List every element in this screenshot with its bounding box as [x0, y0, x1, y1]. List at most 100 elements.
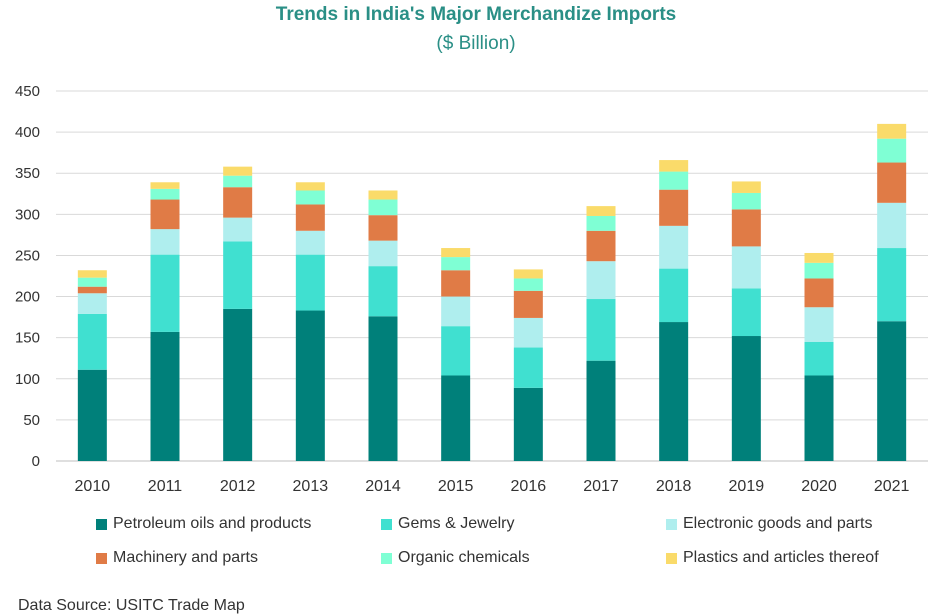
legend-label: Plastics and articles thereof	[683, 549, 879, 566]
bar-stack-2010	[77, 270, 107, 461]
bar-stack-2011	[150, 182, 180, 461]
bar-segment-2014-4	[368, 199, 398, 216]
bar-segment-2013-1	[295, 254, 325, 311]
bar-segment-2019-4	[731, 192, 761, 210]
x-tick-label: 2014	[365, 478, 401, 495]
bar-segment-2020-1	[804, 341, 834, 376]
bar-segment-2018-5	[659, 160, 689, 172]
bar-segment-2019-0	[731, 336, 761, 461]
legend-item: Petroleum oils and products	[96, 515, 311, 533]
bar-segment-2011-3	[150, 199, 180, 230]
bar-stack-2013	[295, 182, 325, 461]
x-tick-label: 2016	[511, 478, 547, 495]
bar-segment-2011-4	[150, 188, 180, 200]
bar-segment-2017-1	[586, 299, 616, 361]
bar-segment-2016-5	[513, 269, 543, 279]
chart-title: Trends in India's Major Merchandize Impo…	[275, 4, 677, 25]
legend-swatch	[381, 552, 392, 564]
x-tick-label: 2017	[583, 478, 619, 495]
legend-label: Gems & Jewelry	[398, 515, 515, 532]
bar-stack-2012	[223, 166, 253, 461]
bar-segment-2010-4	[77, 277, 107, 287]
bar-segment-2017-0	[586, 360, 616, 461]
x-tick-label: 2010	[75, 478, 111, 495]
bar-segment-2014-5	[368, 190, 398, 200]
bar-segment-2014-0	[368, 316, 398, 461]
bar-segment-2015-0	[441, 375, 471, 461]
bar-segment-2021-1	[877, 248, 907, 322]
bar-segment-2017-2	[586, 261, 616, 300]
y-tick-label: 400	[15, 124, 40, 141]
bar-segment-2019-3	[731, 209, 761, 247]
legend-item: Gems & Jewelry	[381, 515, 514, 533]
bar-segment-2012-0	[223, 308, 253, 461]
bar-segment-2015-3	[441, 270, 471, 297]
bar-stack-2017	[586, 206, 616, 461]
bars	[77, 123, 907, 461]
y-tick-label: 200	[15, 289, 40, 306]
bar-segment-2021-0	[877, 321, 907, 461]
y-tick-label: 450	[15, 83, 40, 100]
legend-label: Petroleum oils and products	[113, 515, 312, 532]
bar-segment-2020-3	[804, 278, 834, 308]
legend-swatch	[666, 552, 677, 564]
bar-segment-2019-2	[731, 246, 761, 289]
bar-segment-2018-3	[659, 189, 689, 226]
bar-segment-2017-5	[586, 206, 616, 216]
bar-segment-2011-0	[150, 331, 180, 461]
chart-subtitle: ($ Billion)	[436, 33, 516, 54]
bar-segment-2011-5	[150, 182, 180, 189]
bar-segment-2016-1	[513, 347, 543, 388]
bar-segment-2012-3	[223, 187, 253, 218]
bar-stack-2014	[368, 190, 398, 461]
bar-segment-2016-4	[513, 278, 543, 291]
bar-segment-2015-2	[441, 296, 471, 327]
y-tick-label: 350	[15, 165, 40, 182]
legend-swatch	[666, 518, 677, 530]
legend-item: Organic chemicals	[381, 549, 530, 567]
bar-segment-2019-1	[731, 288, 761, 337]
y-tick-label: 0	[32, 453, 40, 470]
bar-stack-2021	[877, 123, 907, 461]
bar-segment-2020-2	[804, 307, 834, 342]
y-axis-labels: 0 50 100 150 200 250 300 350 400 450	[15, 83, 40, 470]
y-tick-label: 50	[23, 412, 40, 429]
bar-segment-2013-5	[295, 182, 325, 191]
bar-segment-2020-4	[804, 262, 834, 279]
bar-segment-2012-1	[223, 241, 253, 309]
x-tick-label: 2020	[801, 478, 837, 495]
legend-swatch	[96, 552, 107, 564]
data-source-note: Data Source: USITC Trade Map	[18, 597, 245, 614]
bar-stack-2019	[731, 181, 761, 461]
bar-stack-2020	[804, 252, 834, 461]
bar-segment-2010-0	[77, 369, 107, 461]
bar-segment-2018-2	[659, 225, 689, 269]
bar-segment-2019-5	[731, 181, 761, 193]
bar-segment-2017-4	[586, 215, 616, 231]
bar-segment-2014-3	[368, 215, 398, 241]
bar-segment-2010-2	[77, 293, 107, 314]
legend-item: Electronic goods and parts	[666, 515, 872, 533]
bar-segment-2016-0	[513, 387, 543, 461]
bar-segment-2013-3	[295, 204, 325, 231]
bar-segment-2016-2	[513, 317, 543, 348]
bar-segment-2014-1	[368, 266, 398, 317]
x-tick-label: 2021	[874, 478, 910, 495]
bar-segment-2010-5	[77, 270, 107, 278]
legend-label: Electronic goods and parts	[683, 515, 873, 532]
bar-segment-2013-2	[295, 230, 325, 255]
legend-label: Organic chemicals	[398, 549, 530, 566]
x-tick-label: 2011	[148, 478, 183, 495]
bar-segment-2020-5	[804, 252, 834, 263]
legend-item: Plastics and articles thereof	[666, 549, 879, 567]
bar-stack-2016	[513, 269, 543, 461]
bar-segment-2018-1	[659, 268, 689, 323]
legend-label: Machinery and parts	[113, 549, 258, 566]
bar-segment-2018-0	[659, 322, 689, 461]
x-tick-label: 2019	[729, 478, 765, 495]
legend-swatch	[96, 518, 107, 530]
legend-item: Machinery and parts	[96, 549, 258, 567]
y-tick-label: 250	[15, 247, 40, 264]
y-tick-label: 150	[15, 330, 40, 347]
